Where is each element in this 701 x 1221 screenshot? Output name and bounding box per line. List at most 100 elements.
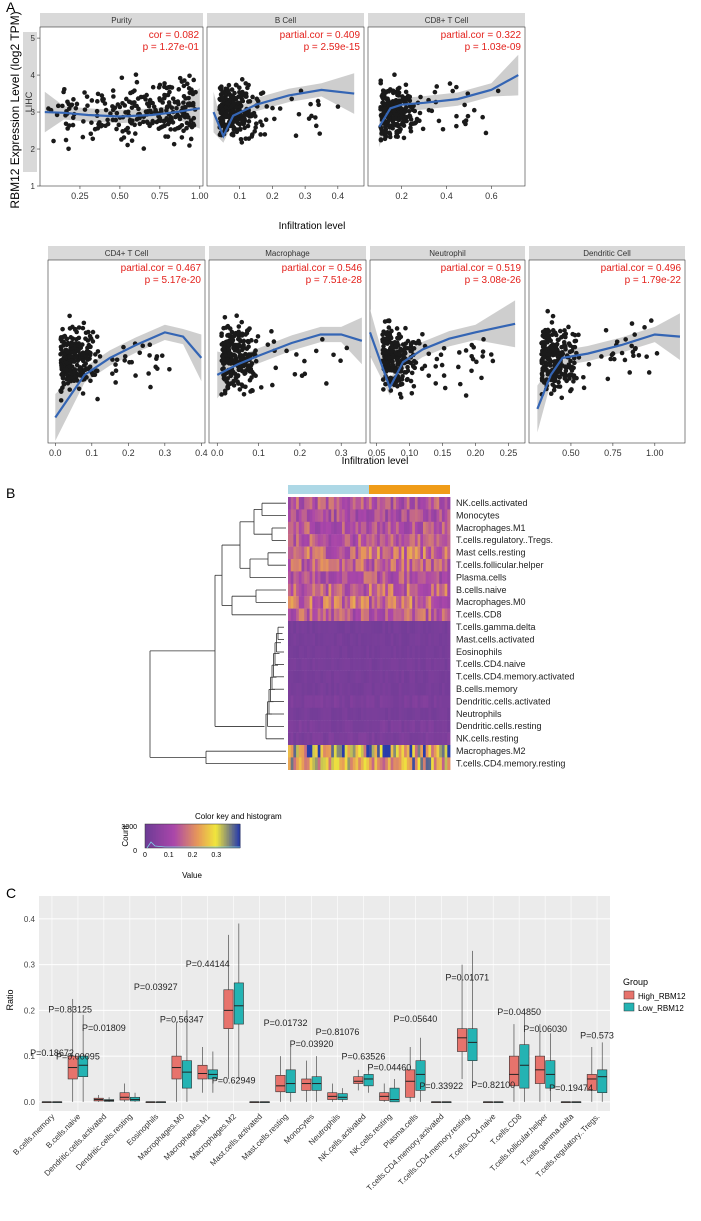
data-point: [269, 329, 274, 334]
data-point: [556, 369, 561, 375]
p-value-label: P=0.573: [580, 1031, 614, 1041]
heatmap-cell: [382, 720, 386, 733]
box-high: [353, 1076, 364, 1084]
heatmap-cell: [369, 521, 373, 535]
data-point: [550, 382, 556, 387]
data-point: [135, 96, 141, 101]
heatmap-cell: [350, 658, 354, 671]
heatmap-cell: [352, 596, 356, 609]
heatmap-cell: [382, 633, 386, 646]
data-point: [386, 116, 392, 122]
xlabel-top: Infiltration level: [279, 221, 346, 232]
heatmap-cell: [296, 745, 300, 758]
data-point: [89, 98, 95, 103]
heatmap-cell: [331, 546, 335, 560]
heatmap-cell: [296, 695, 300, 708]
data-point: [221, 123, 227, 129]
heatmap-cell: [366, 534, 370, 547]
heatmap-cell: [333, 521, 337, 535]
heatmap-cell: [412, 509, 416, 522]
heatmap-cell: [355, 658, 359, 671]
heatmap-cell: [352, 559, 356, 572]
data-point: [237, 122, 243, 127]
heatmap-cell: [309, 509, 313, 522]
heatmap-cell: [369, 571, 373, 584]
heatmap-cell: [396, 509, 400, 522]
color-key-swatch: [189, 824, 192, 848]
heatmap-cell: [398, 509, 402, 522]
heatmap-cell: [439, 670, 443, 684]
data-point: [129, 100, 134, 105]
heatmap-cell: [398, 633, 402, 646]
data-point: [405, 368, 411, 374]
legend-swatch-low: [623, 1002, 635, 1012]
color-key: Color key and histogram Count 3000 0 Val…: [121, 812, 282, 880]
heatmap-cell: [385, 521, 389, 535]
heatmap-cell: [412, 583, 416, 597]
data-point: [608, 356, 613, 362]
heatmap-cell: [379, 509, 383, 522]
heatmap-cell: [309, 621, 313, 634]
heatmap-cell: [304, 645, 308, 659]
heatmap-cell: [423, 497, 427, 510]
heatmap-row-label: Macrophages.M2: [456, 746, 526, 756]
heatmap-cell: [409, 509, 413, 522]
heatmap-cell: [433, 633, 437, 646]
data-point: [60, 103, 65, 109]
data-point: [171, 141, 177, 147]
heatmap-cell: [447, 546, 451, 560]
heatmap-cell: [323, 683, 327, 696]
heatmap-cell: [379, 596, 383, 609]
data-point: [557, 384, 563, 389]
heatmap-cell: [447, 521, 451, 535]
heatmap-cell: [306, 621, 310, 634]
heatmap-cell: [406, 645, 410, 659]
data-point: [422, 363, 428, 369]
heatmap-cell: [366, 745, 370, 758]
y-tick-label: 2: [31, 145, 36, 154]
heatmap-cell: [344, 596, 348, 609]
heatmap-cell: [428, 633, 432, 646]
data-point: [495, 88, 501, 94]
heatmap-cell: [304, 583, 308, 597]
x-tick-label: 0.3: [335, 448, 348, 458]
heatmap-row: T.cells.follicular.helper: [288, 559, 544, 572]
data-point: [80, 325, 86, 331]
heatmap-cell: [358, 720, 362, 733]
data-point: [539, 371, 545, 377]
panel-title: B Cell: [275, 16, 297, 25]
heatmap-cell: [290, 583, 294, 597]
heatmap-cell: [304, 509, 308, 522]
data-point: [382, 106, 388, 112]
heatmap-cell: [396, 745, 400, 758]
heatmap-cell: [360, 757, 364, 770]
data-point: [249, 134, 255, 139]
data-point: [396, 98, 402, 103]
heatmap-cell: [293, 571, 297, 584]
heatmap-cell: [344, 534, 348, 547]
heatmap-cell: [331, 707, 335, 721]
heatmap-cell: [360, 509, 364, 522]
heatmap-cell: [374, 583, 378, 597]
heatmap-cell: [317, 534, 321, 547]
heatmap-cell: [387, 732, 391, 746]
heatmap-cell: [398, 732, 402, 746]
data-point: [221, 356, 226, 362]
box-high: [275, 1075, 286, 1093]
data-point: [258, 132, 263, 137]
data-point: [569, 387, 574, 392]
y-tick-label: 1: [31, 182, 36, 191]
heatmap-cell: [358, 596, 362, 609]
heatmap-cell: [293, 757, 297, 770]
heatmap-cell: [396, 757, 400, 770]
x-tick-label: 0.2: [294, 448, 307, 458]
heatmap-cell: [355, 559, 359, 572]
heatmap-cell: [336, 720, 340, 733]
heatmap-cell: [301, 497, 305, 510]
stat-cor: partial.cor = 0.496: [601, 263, 682, 274]
data-point: [627, 370, 633, 375]
heatmap-cell: [420, 571, 424, 584]
heatmap-cell: [336, 509, 340, 522]
heatmap-cell: [433, 732, 437, 746]
